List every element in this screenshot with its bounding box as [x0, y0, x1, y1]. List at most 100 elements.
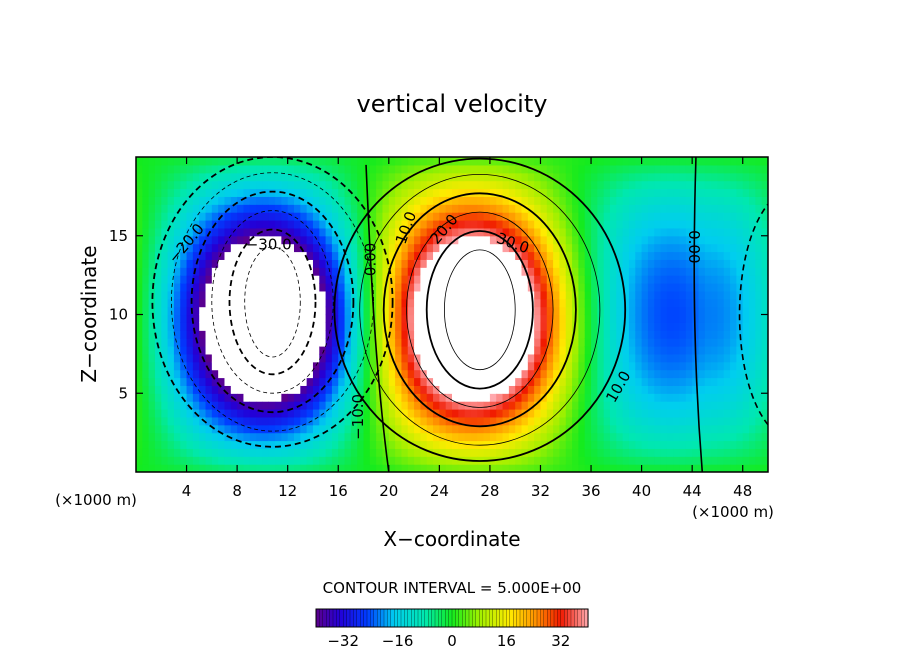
heat-cell	[376, 314, 384, 323]
heat-cell	[673, 227, 681, 237]
heat-cell	[439, 424, 447, 434]
heat-cell	[218, 188, 226, 197]
heat-cell	[186, 314, 194, 323]
heat-cell	[294, 385, 301, 394]
heat-cell	[717, 204, 725, 213]
heat-cell	[407, 204, 415, 213]
heat-cell	[559, 188, 567, 197]
heat-cell	[180, 306, 188, 316]
heat-cell	[224, 251, 232, 260]
heat-cell	[742, 283, 750, 292]
heat-cell	[268, 267, 276, 276]
heat-cell	[673, 416, 681, 426]
heat-cell	[445, 290, 453, 300]
heat-cell	[704, 275, 712, 284]
heat-cell	[148, 157, 156, 166]
heat-cell	[300, 283, 308, 292]
heat-cell	[186, 259, 194, 268]
heat-cell	[211, 377, 219, 386]
heat-cell	[154, 416, 162, 426]
heat-cell	[218, 424, 226, 434]
heat-cell	[673, 204, 681, 213]
heat-cell	[154, 330, 162, 339]
heat-cell	[711, 157, 719, 166]
heat-cell	[388, 369, 396, 379]
heat-cell	[186, 220, 194, 229]
heat-cell	[224, 377, 232, 386]
heat-cell	[230, 275, 238, 284]
heat-cell	[603, 409, 611, 418]
heat-cell	[704, 353, 712, 363]
heat-cell	[180, 164, 188, 174]
heat-cell	[180, 346, 188, 355]
heat-cell	[742, 346, 750, 355]
heat-cell	[331, 432, 339, 442]
heat-cell	[357, 227, 365, 237]
heat-cell	[489, 448, 497, 457]
heat-cell	[723, 314, 731, 323]
heat-cell	[357, 330, 365, 339]
heat-cell	[237, 306, 245, 316]
heat-cell	[635, 172, 643, 182]
heat-cell	[243, 432, 251, 442]
heat-cell	[496, 322, 504, 331]
heat-cell	[344, 322, 352, 331]
heat-cell	[502, 196, 510, 205]
heat-cell	[376, 188, 384, 197]
heat-cell	[553, 180, 561, 190]
heat-cell	[540, 172, 548, 182]
heat-cell	[199, 157, 207, 166]
heat-cell	[148, 204, 156, 213]
heat-cell	[243, 196, 251, 205]
heat-cell	[338, 204, 346, 213]
heat-cell	[521, 196, 529, 205]
heat-cell	[572, 346, 579, 355]
heat-cell	[527, 220, 535, 229]
heat-cell	[224, 306, 232, 316]
heat-cell	[591, 385, 598, 394]
heat-cell	[376, 448, 384, 457]
heat-cell	[527, 243, 535, 253]
heat-cell	[218, 322, 226, 331]
heat-cell	[553, 188, 561, 197]
heat-cell	[483, 432, 491, 442]
heat-cell	[508, 369, 516, 379]
heat-cell	[439, 188, 447, 197]
heat-cell	[306, 424, 314, 434]
heat-cell	[243, 235, 251, 245]
heat-cell	[331, 172, 339, 182]
heat-cell	[331, 346, 339, 355]
heat-cell	[243, 283, 251, 292]
heat-cell	[521, 220, 529, 229]
contour-label: 0.00	[362, 243, 380, 276]
colorbar-segment	[502, 608, 507, 628]
heat-cell	[148, 275, 156, 284]
heat-cell	[338, 180, 346, 190]
heat-cell	[224, 188, 232, 197]
heat-cell	[755, 361, 763, 371]
heat-cell	[622, 180, 630, 190]
heat-cell	[628, 314, 636, 323]
heat-cell	[527, 424, 535, 434]
heat-cell	[180, 448, 188, 457]
heat-cell	[433, 235, 440, 245]
heat-cell	[350, 361, 358, 371]
heat-cell	[559, 243, 567, 253]
heat-cell	[464, 322, 472, 331]
heat-cell	[249, 290, 257, 300]
heat-cell	[325, 267, 333, 276]
heat-cell	[180, 251, 188, 260]
heat-cell	[470, 180, 478, 190]
heat-cell	[755, 353, 763, 363]
heat-cell	[477, 361, 485, 371]
heat-cell	[338, 409, 346, 418]
heat-cell	[704, 283, 712, 292]
heat-cell	[654, 290, 662, 300]
heat-cell	[142, 204, 150, 213]
heat-cell	[173, 164, 181, 174]
heat-cell	[388, 393, 396, 402]
colorbar-segment	[496, 608, 501, 628]
heat-cell	[527, 353, 535, 363]
heat-cell	[660, 353, 668, 363]
heat-cell	[331, 212, 339, 221]
